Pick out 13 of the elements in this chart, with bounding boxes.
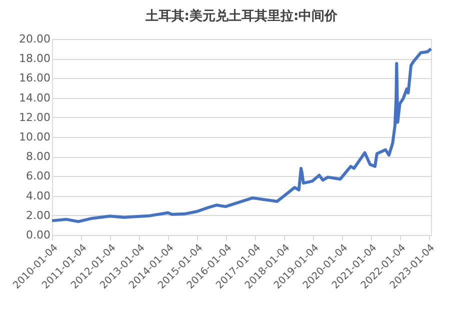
y-tick-label: 20.00 (19, 32, 50, 46)
y-tick-label: 12.00 (19, 110, 50, 124)
y-tick-label: 0.00 (26, 228, 50, 242)
y-tick-label: 18.00 (19, 52, 50, 66)
chart-title: 土耳其:美元兑土耳其里拉:中间价 (144, 8, 339, 24)
y-tick-label: 4.00 (26, 189, 50, 202)
y-tick-label: 2.00 (26, 208, 50, 222)
y-tick-label: 14.00 (19, 91, 50, 104)
line-series (50, 47, 432, 224)
y-tick-label: 10.00 (19, 130, 50, 144)
y-tick-label: 6.00 (26, 170, 50, 183)
y-tick-label: 8.00 (26, 150, 50, 164)
y-tick-label: 16.00 (19, 72, 50, 85)
